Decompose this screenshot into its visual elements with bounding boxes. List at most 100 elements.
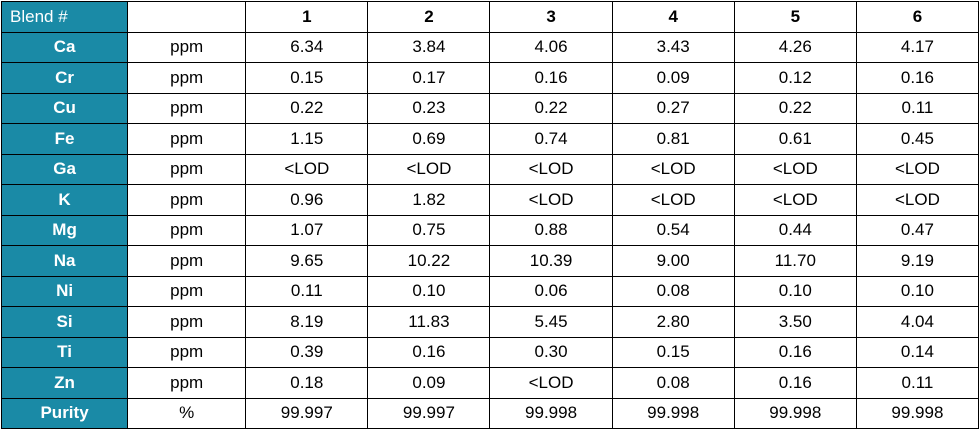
data-row: Ga ppm <LOD <LOD <LOD <LOD <LOD <LOD (0, 153, 980, 185)
value-cell: 0.11 (245, 275, 369, 307)
value-cell: 0.09 (367, 367, 491, 399)
value-cell: 0.22 (489, 92, 613, 124)
value-cell: 0.11 (855, 92, 980, 124)
row-label: Ni (0, 275, 129, 307)
value-cell: 8.19 (245, 306, 369, 338)
value-cell: 0.75 (367, 214, 491, 246)
value-cell: 0.16 (733, 336, 857, 368)
value-cell: 0.45 (855, 123, 980, 155)
value-cell: 4.17 (855, 31, 980, 63)
data-row: Zn ppm 0.18 0.09 <LOD 0.08 0.16 0.11 (0, 367, 980, 399)
unit-cell: ppm (127, 31, 247, 63)
value-cell: 3.84 (367, 31, 491, 63)
value-cell: 0.69 (367, 123, 491, 155)
unit-cell: ppm (127, 62, 247, 94)
column-header: 6 (855, 1, 980, 33)
value-cell: <LOD (855, 153, 980, 185)
value-cell: 1.07 (245, 214, 369, 246)
value-cell: 0.10 (367, 275, 491, 307)
corner-header: Blend # (0, 1, 129, 33)
data-row: Cu ppm 0.22 0.23 0.22 0.27 0.22 0.11 (0, 92, 980, 124)
value-cell: 0.11 (855, 367, 980, 399)
value-cell: 1.15 (245, 123, 369, 155)
value-cell: 0.88 (489, 214, 613, 246)
value-cell: <LOD (489, 367, 613, 399)
value-cell: 3.43 (611, 31, 735, 63)
value-cell: <LOD (855, 184, 980, 216)
unit-cell: ppm (127, 245, 247, 277)
row-label: Purity (0, 397, 129, 429)
data-row: Ca ppm 6.34 3.84 4.06 3.43 4.26 4.17 (0, 31, 980, 63)
value-cell: <LOD (733, 153, 857, 185)
value-cell: <LOD (489, 184, 613, 216)
value-cell: 10.39 (489, 245, 613, 277)
value-cell: 99.998 (611, 397, 735, 429)
value-cell: 0.14 (855, 336, 980, 368)
unit-cell: ppm (127, 306, 247, 338)
value-cell: 99.998 (733, 397, 857, 429)
unit-cell: ppm (127, 275, 247, 307)
value-cell: 0.18 (245, 367, 369, 399)
value-cell: 99.998 (855, 397, 980, 429)
value-cell: 99.998 (489, 397, 613, 429)
value-cell: <LOD (367, 153, 491, 185)
row-label: Na (0, 245, 129, 277)
value-cell: 4.04 (855, 306, 980, 338)
value-cell: 9.65 (245, 245, 369, 277)
value-cell: 0.17 (367, 62, 491, 94)
value-cell: 0.22 (733, 92, 857, 124)
unit-cell: ppm (127, 92, 247, 124)
column-header: 5 (733, 1, 857, 33)
unit-cell: ppm (127, 214, 247, 246)
column-header: 3 (489, 1, 613, 33)
row-label: Fe (0, 123, 129, 155)
value-cell: 0.61 (733, 123, 857, 155)
value-cell: 9.19 (855, 245, 980, 277)
value-cell: 0.27 (611, 92, 735, 124)
value-cell: 6.34 (245, 31, 369, 63)
value-cell: <LOD (489, 153, 613, 185)
value-cell: 0.22 (245, 92, 369, 124)
empty-header (127, 1, 247, 33)
unit-cell: ppm (127, 336, 247, 368)
value-cell: 0.08 (611, 367, 735, 399)
value-cell: 11.83 (367, 306, 491, 338)
value-cell: <LOD (611, 153, 735, 185)
data-row: Ti ppm 0.39 0.16 0.30 0.15 0.16 0.14 (0, 336, 980, 368)
data-row: Si ppm 8.19 11.83 5.45 2.80 3.50 4.04 (0, 306, 980, 338)
data-row: Ni ppm 0.11 0.10 0.06 0.08 0.10 0.10 (0, 275, 980, 307)
value-cell: 0.44 (733, 214, 857, 246)
value-cell: 1.82 (367, 184, 491, 216)
row-label: Ca (0, 31, 129, 63)
value-cell: 99.997 (245, 397, 369, 429)
header-row: Blend # 1 2 3 4 5 6 (0, 1, 980, 33)
row-label: Si (0, 306, 129, 338)
value-cell: 9.00 (611, 245, 735, 277)
value-cell: 0.74 (489, 123, 613, 155)
value-cell: 0.96 (245, 184, 369, 216)
data-row: Cr ppm 0.15 0.17 0.16 0.09 0.12 0.16 (0, 62, 980, 94)
value-cell: 0.15 (245, 62, 369, 94)
value-cell: 0.16 (733, 367, 857, 399)
value-cell: 0.16 (855, 62, 980, 94)
value-cell: 4.06 (489, 31, 613, 63)
value-cell: 99.997 (367, 397, 491, 429)
column-header: 2 (367, 1, 491, 33)
data-row: Purity% 99.997 99.997 99.998 99.998 99.998 99.… (0, 397, 980, 429)
value-cell: 0.81 (611, 123, 735, 155)
value-cell: 11.70 (733, 245, 857, 277)
row-label: Ti (0, 336, 129, 368)
unit-cell: ppm (127, 367, 247, 399)
data-row: Na ppm 9.65 10.22 10.39 9.00 11.70 9.19 (0, 245, 980, 277)
data-row: Fe ppm 1.15 0.69 0.74 0.81 0.61 0.45 (0, 123, 980, 155)
value-cell: 0.30 (489, 336, 613, 368)
value-cell: 10.22 (367, 245, 491, 277)
row-label: Cr (0, 62, 129, 94)
value-cell: <LOD (611, 184, 735, 216)
row-label: Mg (0, 214, 129, 246)
column-header: 4 (611, 1, 735, 33)
